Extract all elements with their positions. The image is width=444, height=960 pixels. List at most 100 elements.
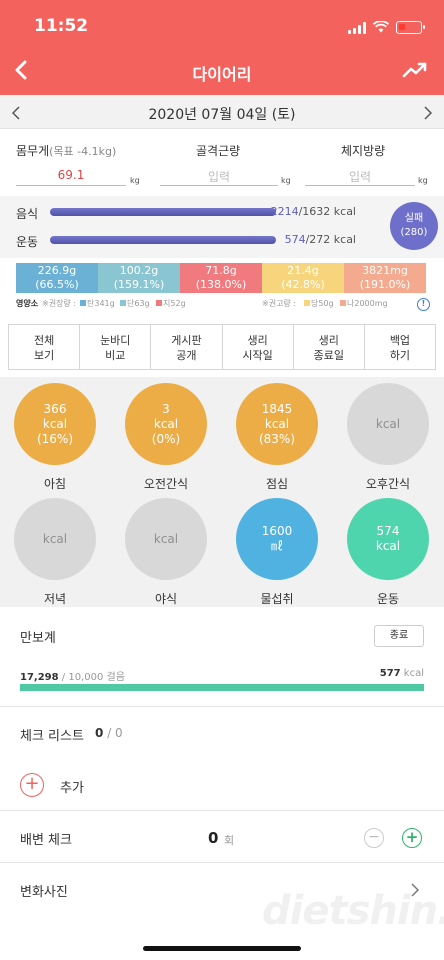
weight-goal: (목표 -4.1kg) [49,145,117,158]
back-button[interactable] [14,60,28,84]
meal-name: 야식 [154,592,178,606]
nutrient-segment: 100.2g (159.1%) [98,263,180,293]
change-photos-title[interactable]: 변화사진 [20,885,68,900]
meal-value: 1845 [261,401,293,416]
meal-value: 1600 [261,524,293,538]
checklist-title: 체크 리스트 [20,729,84,744]
action-menu: 전체 보기 눈바디 비교 게시판 공개 생리 시작일 생리 종료일 백업 하기 [8,324,436,370]
meal-item[interactable]: kcal 오후간식 [346,383,430,492]
checklist-count: 0 / 0 [95,726,123,740]
nutrient-segment: 226.9g (66.5%) [16,263,98,293]
meal-item[interactable]: 1600 ㎖ 물섭취 [235,498,319,607]
meal-value: kcal [42,531,68,546]
meal-item[interactable]: 3 kcal (0%) 오전간식 [124,383,208,492]
weight-unit: kg [130,176,140,185]
meal-name: 저녁 [43,592,67,606]
fat-label: 체지방량 [341,144,386,158]
date-navigator: 2020년 07월 04일 (토) [0,95,444,129]
nutrient-percent: (138.0%) [195,278,247,291]
muscle-label: 골격근량 [196,144,241,158]
add-checklist-button[interactable]: + [20,773,44,797]
add-checklist-label[interactable]: 추가 [60,781,84,796]
bowel-increment-button[interactable]: + [402,828,422,848]
meal-value: 366 [43,401,67,416]
nutrient-segment: 21.4g (42.8%) [262,263,344,293]
meal-circle[interactable]: 366 kcal (16%) [14,383,96,465]
meal-circle[interactable]: 1600 ㎖ [236,498,318,580]
bowel-decrement-button[interactable]: − [364,828,384,848]
nutrient-amount: 71.8g [205,264,237,277]
menu-button[interactable]: 눈바디 비교 [80,325,152,369]
pedometer-end-button[interactable]: 종료 [374,625,424,647]
meal-item[interactable]: 1845 kcal (83%) 점심 [235,383,319,492]
step-count: 17,298 / 10,000 걸음 [20,672,125,683]
meal-value: 574 [376,524,400,538]
nutrient-segment: 3821mg (191.0%) [344,263,426,293]
pedometer-title: 만보계 [20,631,56,646]
plus-icon: + [24,773,40,794]
trend-button[interactable] [402,61,428,83]
meal-value: kcal [264,416,290,431]
nutrient-amount: 226.9g [37,264,77,277]
meal-value: 3 [162,401,170,416]
exercise-label: 운동 [16,235,39,249]
status-time: 11:52 [34,16,89,36]
menu-button[interactable]: 백업 하기 [389,334,411,362]
meal-value: (16%) [36,431,74,446]
meal-circle[interactable]: 574 kcal [347,498,429,580]
weight-input[interactable]: 69.1 [16,168,126,186]
fat-input[interactable]: 입력 [305,168,415,186]
menu-button[interactable]: 생리 시작일 [223,325,294,369]
bowel-unit: 회 [224,834,235,847]
current-date[interactable]: 2020년 07월 04일 (토) [148,107,296,123]
nutrient-segment: 71.8g (138.0%) [180,263,262,293]
bowel-check-title: 배변 체크 [20,833,72,848]
meal-value: kcal [375,416,401,431]
previous-day-button[interactable] [11,105,20,124]
calorie-status-badge: 실패 (280) [390,202,438,250]
meal-item[interactable]: kcal 저녁 [13,498,97,607]
nutrient-percent: (191.0%) [359,278,411,291]
calorie-summary: 음식 2214/1632 kcal 운동 574/272 kcal [0,196,444,258]
menu-button[interactable]: 전체 보기 [9,325,81,369]
meal-name: 오후간식 [365,477,411,491]
meal-circle[interactable]: 3 kcal (0%) [125,383,207,465]
change-photos-button[interactable] [411,882,420,901]
chevron-right-icon [424,106,433,120]
meal-item[interactable]: 366 kcal (16%) 아침 [13,383,97,492]
meal-item[interactable]: 574 kcal 운동 [346,498,430,607]
page-title: 다이어리 [192,65,252,84]
divider [0,706,444,707]
meal-circle[interactable]: 1845 kcal (83%) [236,383,318,465]
meal-value: (83%) [258,431,296,446]
minus-icon: − [368,829,380,845]
meal-item[interactable]: kcal 야식 [124,498,208,607]
weight-label: 몸무게(목표 -4.1kg) [16,144,117,158]
wifi-icon [372,18,390,37]
exercise-calorie-value: 574/272 kcal [284,233,356,246]
chevron-left-icon [11,106,20,120]
divider [0,862,444,863]
app-header: 11:52 다이어리 [0,0,444,95]
nutrient-percent: (42.8%) [281,278,325,291]
meal-value: kcal [153,416,179,431]
meal-name: 운동 [376,592,400,606]
next-day-button[interactable] [424,105,433,124]
meal-circle[interactable]: kcal [14,498,96,580]
plus-icon: + [405,828,419,846]
meal-value: kcal [375,539,401,553]
info-icon[interactable]: ! [417,298,430,311]
divider [0,810,444,811]
meal-value: kcal [42,416,68,431]
meal-name: 물섭취 [260,592,294,606]
meal-circle[interactable]: kcal [125,498,207,580]
menu-button[interactable]: 게시판 공개 [151,325,223,369]
meal-name: 점심 [265,477,289,491]
meal-circle[interactable]: kcal [347,383,429,465]
muscle-input[interactable]: 입력 [160,168,278,186]
menu-button[interactable]: 생리 종료일 [294,325,365,369]
chevron-right-icon [411,883,420,897]
meal-name: 오전간식 [143,477,189,491]
nutrient-strip: 226.9g (66.5%) 100.2g (159.1%) 71.8g (138.0%)… [16,263,426,293]
battery-icon [396,21,425,34]
